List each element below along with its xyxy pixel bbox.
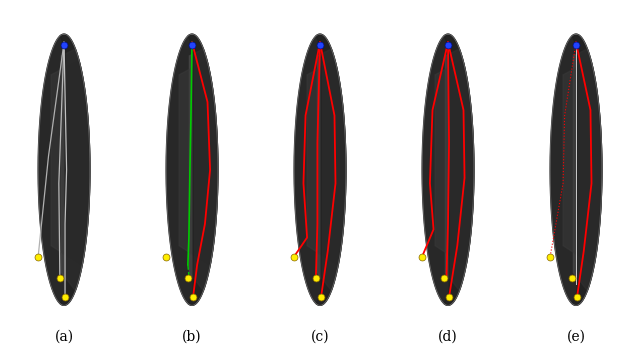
Text: (d): (d)	[438, 329, 458, 343]
Polygon shape	[51, 60, 90, 266]
Polygon shape	[166, 34, 218, 305]
Text: (c): (c)	[310, 329, 330, 343]
Text: (a): (a)	[54, 329, 74, 343]
Text: (e): (e)	[566, 329, 586, 343]
Polygon shape	[422, 34, 474, 305]
Polygon shape	[294, 34, 346, 305]
Polygon shape	[444, 34, 474, 305]
Polygon shape	[179, 60, 218, 266]
Polygon shape	[317, 49, 346, 290]
Polygon shape	[316, 34, 346, 305]
Polygon shape	[572, 34, 602, 305]
Polygon shape	[573, 49, 602, 290]
Text: (b): (b)	[182, 329, 202, 343]
Polygon shape	[189, 49, 218, 290]
Polygon shape	[435, 60, 474, 266]
Polygon shape	[38, 34, 90, 305]
Polygon shape	[188, 34, 218, 305]
Polygon shape	[61, 49, 90, 290]
Polygon shape	[445, 49, 474, 290]
Polygon shape	[563, 60, 602, 266]
Polygon shape	[307, 60, 346, 266]
Polygon shape	[60, 34, 90, 305]
Polygon shape	[550, 34, 602, 305]
